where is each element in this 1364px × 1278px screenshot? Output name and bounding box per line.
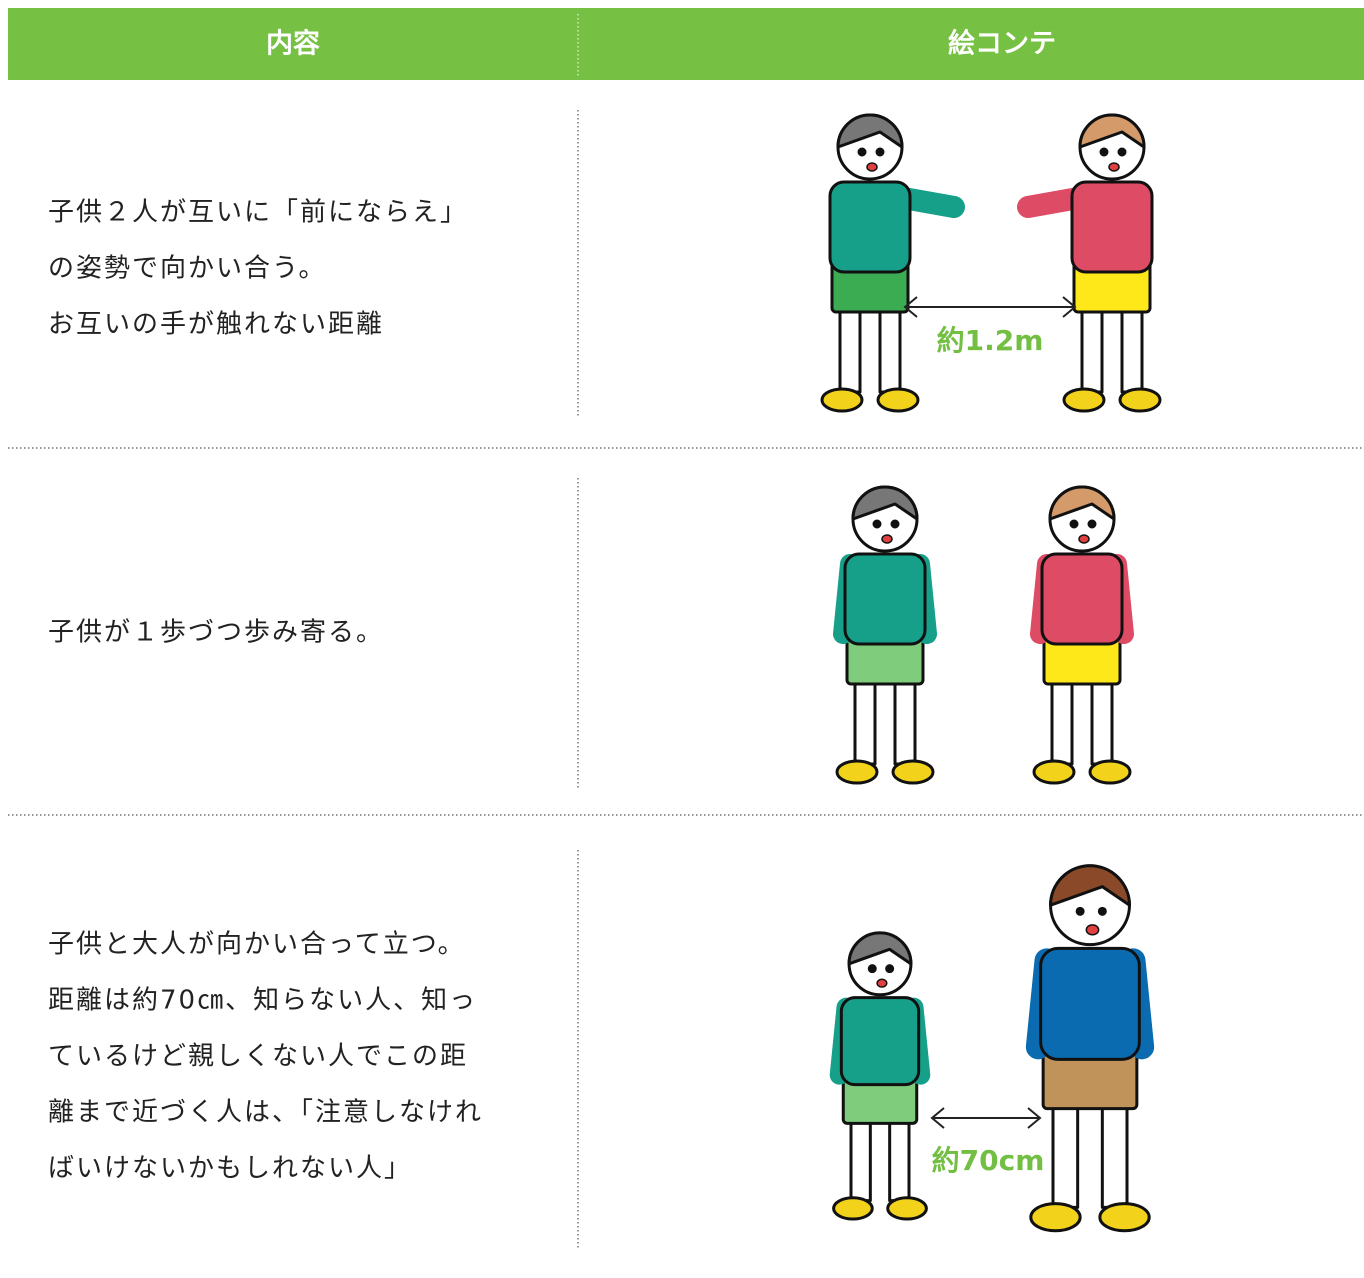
hair <box>847 931 913 966</box>
shoe <box>891 759 935 785</box>
eye <box>1099 147 1109 157</box>
cell-text: お互いの手が触れない距離 <box>48 310 384 340</box>
eye <box>1117 147 1127 157</box>
eye <box>875 147 885 157</box>
shoe <box>876 387 920 413</box>
cell-text: 子供と大人が向かい合って立つ。 <box>48 930 466 960</box>
shoe <box>886 1196 928 1221</box>
arrow-head <box>930 1107 1042 1129</box>
mouth <box>1108 162 1120 172</box>
shirt <box>839 996 921 1087</box>
mouth <box>881 534 893 544</box>
header-bar <box>8 8 1364 80</box>
person <box>833 485 937 785</box>
header-cell: 絵コンテ <box>948 28 1056 60</box>
shirt <box>1040 552 1124 646</box>
eye <box>1069 519 1079 529</box>
hair <box>1078 113 1146 149</box>
eye <box>872 519 882 529</box>
shoe <box>820 387 864 413</box>
hair <box>836 113 904 149</box>
person <box>1017 113 1162 413</box>
hair <box>1049 864 1131 907</box>
shoe <box>1029 1202 1082 1233</box>
cell-text: ているけど親しくない人でこの距 <box>48 1042 468 1072</box>
mouth <box>866 162 878 172</box>
shoe <box>1118 387 1162 413</box>
eye <box>1087 519 1097 529</box>
eye <box>890 519 900 529</box>
hair <box>1048 485 1116 521</box>
shirt <box>828 180 912 274</box>
arrow-head <box>903 296 1077 318</box>
eye <box>1097 906 1107 916</box>
mouth <box>1085 924 1100 936</box>
cell-text: 子供２人が互いに「前にならえ」 <box>48 198 468 228</box>
cell-text: の姿勢で向かい合う。 <box>48 254 326 284</box>
eye <box>885 964 895 974</box>
person <box>1025 864 1155 1233</box>
eye <box>857 147 867 157</box>
shoe <box>835 759 879 785</box>
mouth <box>1078 534 1090 544</box>
cell-text: 距離は約70㎝、知らない人、知っ <box>48 986 477 1016</box>
shoe <box>1032 759 1076 785</box>
shoe <box>1088 759 1132 785</box>
distance-label: 約70cm <box>932 1144 1045 1177</box>
shirt <box>1070 180 1154 274</box>
shirt <box>843 552 927 646</box>
header-cell: 内容 <box>266 28 320 60</box>
cell-text: 離まで近づく人は、「注意しなけれ <box>48 1098 483 1128</box>
cell-text: ばいけないかもしれない人」 <box>48 1154 412 1184</box>
distance-label: 約1.2m <box>937 324 1044 357</box>
person <box>829 931 931 1221</box>
eye <box>1075 906 1085 916</box>
mouth <box>876 978 888 988</box>
shirt <box>1039 946 1141 1061</box>
shoe <box>1062 387 1106 413</box>
illustrations: 約1.2m 約70cm <box>820 113 1162 1233</box>
cell-text: 子供が１歩づつ歩み寄る。 <box>48 618 384 648</box>
shoe <box>832 1196 874 1221</box>
shoe <box>1098 1202 1151 1233</box>
eye <box>867 964 877 974</box>
person <box>820 113 965 413</box>
hair <box>851 485 919 521</box>
person <box>1030 485 1134 785</box>
